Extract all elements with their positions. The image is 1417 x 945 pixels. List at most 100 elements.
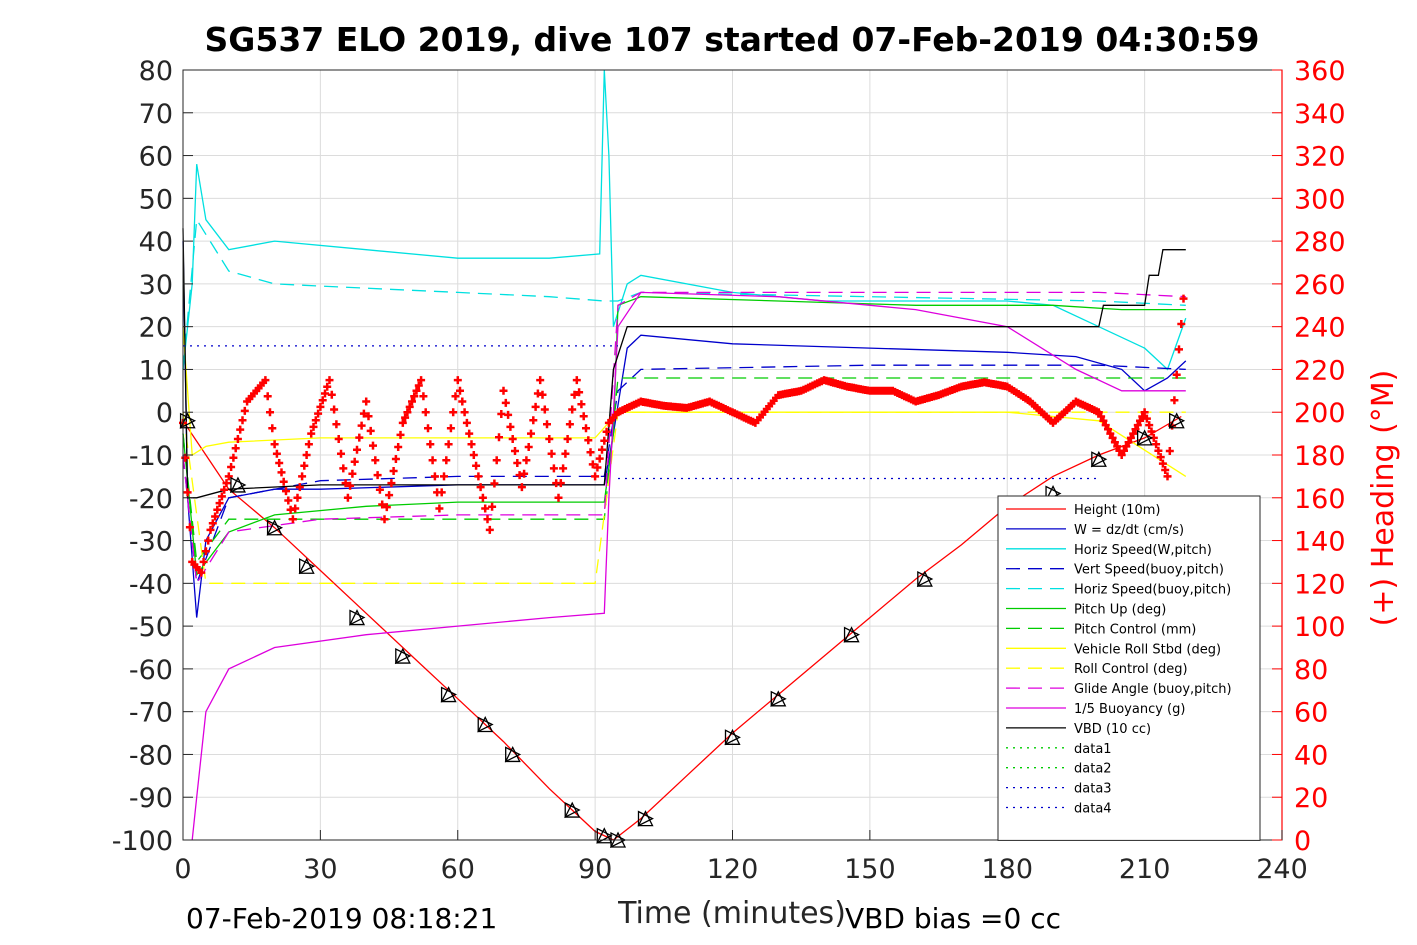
right-tick-label: 300: [1294, 184, 1346, 215]
right-tick-label: 340: [1294, 99, 1346, 130]
series-line-9: [182, 291, 1186, 586]
x-tick-label: 180: [981, 854, 1033, 885]
y-tick-label: -80: [129, 740, 173, 771]
y-tick-label: -20: [129, 484, 173, 515]
dive-marker-up: [504, 745, 521, 763]
y-tick-label: -30: [129, 527, 173, 558]
series-line-11: [182, 228, 1186, 499]
series-line-10: [191, 291, 1186, 841]
dive-marker-up: [1136, 429, 1153, 446]
y-tick-label: 20: [139, 313, 173, 344]
dive-marker-right: [179, 412, 197, 429]
y-tick-label: 50: [139, 184, 173, 215]
x-tick-label: 30: [303, 854, 337, 885]
right-tick-label: 280: [1294, 227, 1346, 258]
y-tick-label: 70: [139, 99, 173, 130]
y-tick-label: -60: [129, 655, 173, 686]
dive-marker-up: [179, 412, 196, 429]
series-line-2: [182, 69, 1187, 371]
dive-marker-right: [596, 827, 613, 844]
right-y-ticks: 3603403203002802602402202001801601401201…: [1272, 56, 1346, 857]
legend-entry: data1: [1074, 742, 1112, 757]
dive-marker-right: [1169, 412, 1186, 429]
dive-marker-up: [843, 626, 860, 643]
series-line-5: [182, 296, 1186, 577]
x-ticks: 0 30 60 90 120 150 180 210 240: [174, 830, 1308, 885]
legend-entry: Pitch Up (deg): [1074, 603, 1166, 618]
legend-entry: VBD (10 cc): [1074, 722, 1151, 737]
y-tick-label: -40: [129, 569, 173, 600]
dive-marker-right: [917, 571, 934, 588]
y-ticks: 80 70 60 50 40 30 20 10 0 -10 -20 -30 -40 -50 -60 -70 -8…: [112, 56, 193, 857]
legend-entry: 1/5 Buoyancy (g): [1074, 702, 1185, 717]
dive-marker-right: [505, 746, 522, 763]
dive-marker-right: [843, 626, 861, 643]
dive-marker-up: [440, 686, 457, 703]
dive-marker-right: [1136, 429, 1154, 446]
legend: Height (10m) W = dz/dt (cm/s) Horiz Speed(…: [997, 495, 1261, 841]
footer-timestamp: 07-Feb-2019 08:18:21: [186, 902, 497, 935]
x-tick-label: 150: [844, 854, 896, 885]
legend-entry: Vehicle Roll Stbd (deg): [1074, 642, 1221, 657]
dive-marker-up: [394, 647, 411, 664]
dive-marker-up: [916, 570, 933, 587]
legend-entry: Horiz Speed(W,pitch): [1074, 543, 1212, 558]
dive-marker-up: [770, 690, 787, 707]
dive-marker-up: [477, 716, 494, 733]
right-tick-label: 220: [1294, 355, 1346, 386]
series-line-3: [182, 364, 1186, 584]
dive-marker-right: [477, 716, 494, 733]
right-tick-label: 60: [1294, 698, 1328, 729]
legend-entry: data4: [1074, 802, 1112, 817]
dive-marker-right: [266, 519, 284, 536]
y-tick-label: 10: [139, 355, 173, 386]
legend-entry: data3: [1074, 782, 1112, 797]
right-tick-label: 80: [1294, 655, 1328, 686]
right-tick-label: 20: [1294, 783, 1328, 814]
x-tick-label: 240: [1256, 854, 1308, 885]
dive-marker-up: [1168, 412, 1185, 429]
x-tick-label: 210: [1119, 854, 1171, 885]
legend-entry: Height (10m): [1074, 503, 1160, 518]
legend-entry: Vert Speed(buoy,pitch): [1074, 563, 1224, 578]
y-tick-label: 80: [139, 56, 173, 87]
right-tick-label: 200: [1294, 398, 1346, 429]
x-tick-label: 90: [578, 854, 612, 885]
x-tick-label: 120: [707, 854, 759, 885]
legend-entry: Pitch Control (mm): [1074, 622, 1196, 637]
dive-marker-right: [440, 686, 458, 703]
dive-marker-up: [637, 810, 654, 827]
legend-entry: Glide Angle (buoy,pitch): [1074, 682, 1232, 697]
y-tick-label: 30: [139, 270, 173, 301]
right-tick-label: 120: [1294, 569, 1346, 600]
y-tick-label: -90: [129, 783, 173, 814]
right-tick-label: 320: [1294, 142, 1346, 173]
dive-marker-right: [395, 648, 412, 665]
dive-marker-up: [1090, 450, 1107, 467]
right-tick-label: 160: [1294, 484, 1346, 515]
footer-vbd-bias: VBD bias =0 cc: [845, 902, 1061, 935]
dive-marker-right: [770, 690, 787, 707]
right-tick-label: 0: [1294, 826, 1311, 857]
y-tick-label: -10: [129, 441, 173, 472]
dive-marker-up: [564, 801, 581, 818]
y-tick-label: 0: [156, 398, 173, 429]
y-tick-label: 40: [139, 227, 173, 258]
right-y-axis-label: (+) Heading (°M): [1366, 370, 1401, 627]
dive-marker-right: [724, 729, 741, 746]
y-tick-label: -70: [129, 698, 173, 729]
legend-entry: Horiz Speed(buoy,pitch): [1074, 583, 1231, 598]
dive-marker-up: [724, 728, 741, 745]
dive-marker-right: [230, 476, 247, 493]
dive-marker-right: [1091, 451, 1108, 468]
dive-marker-up: [229, 476, 247, 493]
right-tick-label: 360: [1294, 56, 1346, 87]
right-tick-label: 180: [1294, 441, 1346, 472]
right-tick-label: 40: [1294, 740, 1328, 771]
dive-marker-right: [637, 810, 654, 827]
y-tick-label: -100: [112, 826, 173, 857]
legend-entry: W = dz/dt (cm/s): [1074, 523, 1184, 538]
x-axis-label: Time (minutes): [617, 896, 846, 931]
x-tick-label: 0: [174, 854, 191, 885]
